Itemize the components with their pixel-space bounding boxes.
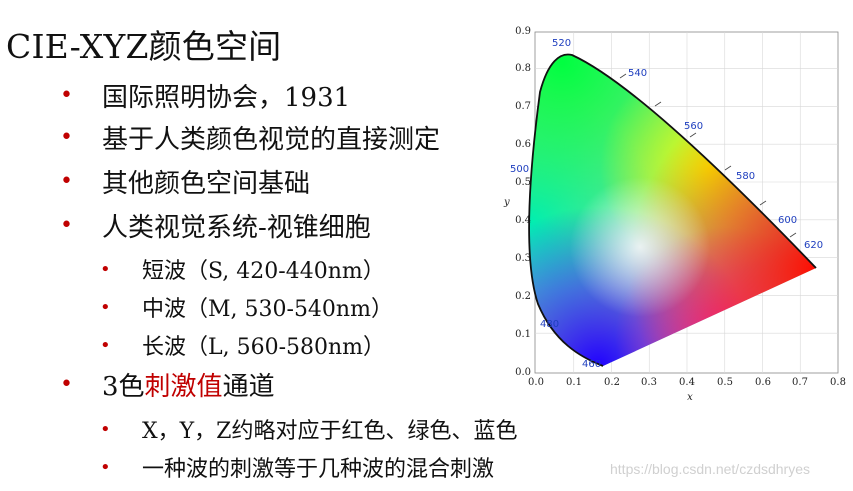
x-tick-label: 0.0: [528, 377, 544, 388]
wavelength-label: 540: [628, 68, 647, 79]
slide-title: CIE-XYZ颜色空间: [6, 27, 282, 66]
sub-bullet-text: X，Y，Z约略对应于红色、绿色、蓝色: [142, 419, 518, 444]
wavelength-label: 520: [552, 38, 571, 49]
bullet-text: 3色刺激值通道: [102, 366, 275, 403]
y-tick-label: 0.8: [515, 63, 531, 74]
locus-tick-marks: [619, 73, 797, 238]
sub-bullet-item: • 短波（S, 420-440nm）: [100, 253, 385, 285]
bullet-text: 国际照明协会，1931: [102, 83, 351, 113]
y-tick-label: 0.5: [515, 177, 531, 188]
sub-bullet-item: • 中波（M, 530-540nm）: [100, 291, 393, 323]
bullet-item: • 基于人类颜色视觉的直接测定: [60, 119, 440, 156]
cie-chromaticity-diagram: 0.0 0.1 0.2 0.3 0.4 0.5 0.6 0.7 0.8 0.0 …: [503, 26, 846, 403]
bullet-text: 人类视觉系统-视锥细胞: [102, 213, 371, 243]
bullet-dot-icon: •: [100, 418, 111, 440]
sub-bullet-text: 中波（M, 530-540nm）: [142, 297, 393, 322]
x-tick-label: 0.1: [566, 377, 582, 388]
x-tick-label: 0.8: [830, 377, 846, 388]
bullet-dot-icon: •: [100, 334, 111, 356]
y-tick-label: 0.6: [515, 139, 531, 150]
wavelength-label: 580: [736, 171, 755, 182]
y-tick-label: 0.3: [515, 253, 531, 264]
wavelength-label: 620: [804, 240, 823, 251]
x-tick-label: 0.3: [641, 377, 657, 388]
y-tick-label: 0.9: [515, 26, 531, 37]
bullet-dot-icon: •: [60, 125, 73, 150]
bullet-text: 其他颜色空间基础: [102, 169, 311, 199]
x-tick-label: 0.6: [755, 377, 771, 388]
stimulus-prefix: 3色: [102, 372, 145, 402]
bullet-dot-icon: •: [60, 213, 73, 238]
y-tick-label: 0.0: [515, 367, 531, 378]
spectral-locus: [528, 53, 817, 367]
wavelength-label: 600: [778, 215, 797, 226]
y-tick-label: 0.1: [515, 329, 531, 340]
bullet-dot-icon: •: [60, 169, 73, 194]
bullet-dot-icon: •: [60, 83, 73, 108]
bullet-dot-icon: •: [100, 456, 111, 478]
sub-bullet-text: 一种波的刺激等于几种波的混合刺激: [142, 457, 495, 482]
sub-bullet-item: • 长波（L, 560-580nm）: [100, 329, 385, 361]
stimulus-suffix: 通道: [222, 372, 275, 402]
bullet-text: 基于人类颜色视觉的直接测定: [102, 125, 441, 155]
sub-bullet-text: 短波（S, 420-440nm）: [142, 259, 385, 284]
y-tick-label: 0.2: [515, 291, 531, 302]
bullet-item: • 其他颜色空间基础: [60, 163, 310, 200]
sub-bullet-text: 长波（L, 560-580nm）: [142, 335, 386, 360]
bullet-dot-icon: •: [100, 296, 111, 318]
bullet-item: • 3色刺激值通道: [60, 366, 275, 403]
x-axis-label: x: [687, 392, 693, 403]
x-tick-label: 0.5: [717, 377, 733, 388]
x-tick-label: 0.2: [604, 377, 620, 388]
bullet-dot-icon: •: [60, 372, 73, 397]
y-tick-label: 0.7: [515, 101, 531, 112]
stimulus-highlight: 刺激值: [144, 372, 223, 402]
wavelength-label: 460: [582, 359, 601, 370]
bullet-dot-icon: •: [100, 258, 111, 280]
wavelength-label: 560: [684, 121, 703, 132]
sub-bullet-item: • X，Y，Z约略对应于红色、绿色、蓝色: [100, 413, 517, 445]
wavelength-label: 480: [540, 319, 559, 330]
wavelength-label: 500: [510, 164, 529, 175]
x-tick-label: 0.4: [679, 377, 695, 388]
y-tick-label: 0.4: [515, 215, 531, 226]
watermark: https://blog.csdn.net/czdsdhryes: [610, 461, 810, 477]
bullet-item: • 人类视觉系统-视锥细胞: [60, 207, 371, 244]
bullet-item: • 国际照明协会，1931: [60, 77, 350, 114]
y-axis-label: y: [503, 197, 510, 208]
sub-bullet-item: • 一种波的刺激等于几种波的混合刺激: [100, 451, 494, 483]
x-tick-label: 0.7: [792, 377, 808, 388]
